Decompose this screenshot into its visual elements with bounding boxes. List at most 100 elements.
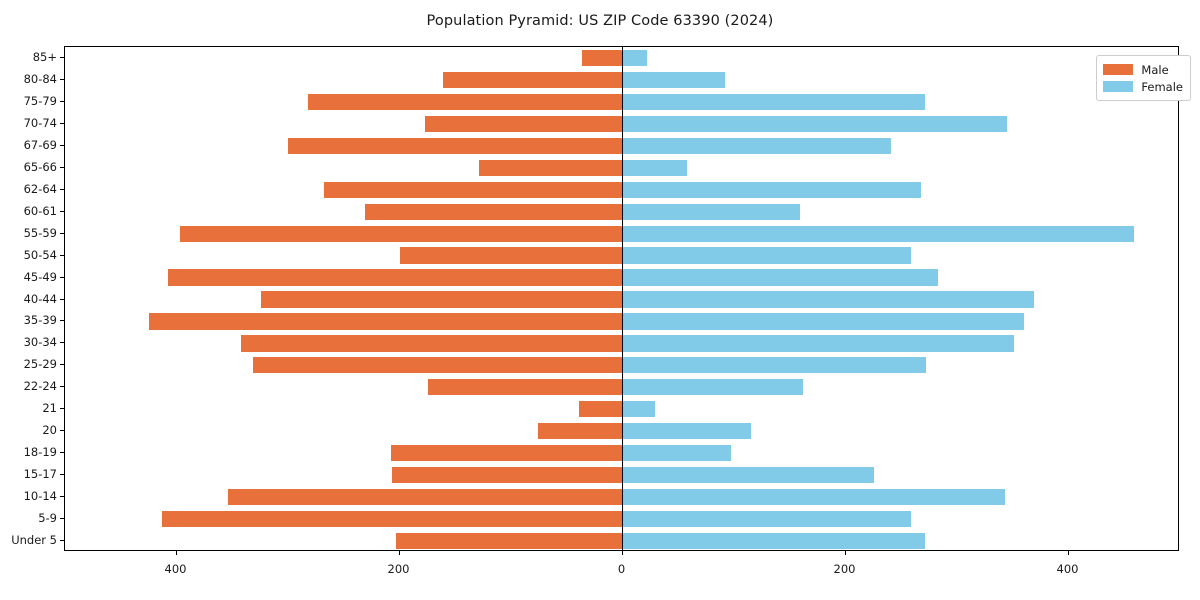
bar-female [622,93,925,110]
y-axis-tick-mark [60,496,64,498]
bar-male [179,225,623,242]
y-axis-tick-mark [60,100,64,102]
y-axis-tick-label: 10-14 [23,489,57,504]
zero-axis-line [621,47,624,550]
y-axis-tick-label: 85+ [32,49,57,64]
bar-female [622,159,688,176]
y-axis-tick-mark [60,342,64,344]
bar-row [65,445,1178,462]
x-axis-tick-mark [398,551,400,555]
y-axis-tick-label: 21 [42,401,57,416]
bar-row [65,269,1178,286]
y-axis-tick-label: 65-66 [23,159,57,174]
y-axis-tick-mark [60,474,64,476]
y-axis-tick-label: 20 [42,423,57,438]
bar-female [622,269,939,286]
y-axis-tick-mark [60,56,64,58]
plot-area [64,46,1179,551]
bar-female [622,137,892,154]
bar-female [622,467,875,484]
y-axis-tick-label: 60-61 [23,203,57,218]
bar-female [622,532,925,550]
y-axis-tick-label: 62-64 [23,181,57,196]
bar-row [65,291,1178,308]
x-axis-tick-label: 200 [387,562,410,576]
bar-male [308,93,623,110]
bar-row [65,137,1178,154]
y-axis-tick-mark [60,364,64,366]
bar-male [442,71,623,89]
bar-male [253,357,623,374]
y-axis-tick-mark [60,188,64,190]
bar-male [579,401,623,418]
bar-row [65,71,1178,89]
bar-row [65,488,1178,506]
bar-row [65,401,1178,418]
y-axis-tick-mark [60,386,64,388]
x-axis-tick-label: 400 [1056,562,1079,576]
legend-swatch-male-icon [1103,64,1134,75]
bar-male [261,291,623,308]
bars-layer [65,47,1178,550]
bar-row [65,335,1178,352]
bar-row [65,357,1178,374]
bar-row [65,181,1178,198]
bar-female [622,247,912,264]
bar-female [622,401,655,418]
bar-row [65,532,1178,550]
bar-male [167,269,623,286]
y-axis-tick-label: 5-9 [38,511,57,526]
bar-male [288,137,623,154]
legend-label: Female [1141,79,1183,94]
legend-label: Male [1141,62,1169,77]
bar-male [399,247,623,264]
x-axis-tick-label: 200 [833,562,856,576]
bar-row [65,93,1178,110]
y-axis-tick-mark [60,210,64,212]
y-axis-tick-mark [60,540,64,542]
bar-female [622,510,912,528]
bar-female [622,335,1014,352]
y-axis-tick-mark [60,408,64,410]
y-axis-tick-label: 15-17 [23,467,57,482]
y-axis-tick-label: 18-19 [23,445,57,460]
y-axis-tick-mark [60,254,64,256]
y-axis-tick-label: 45-49 [23,269,57,284]
y-axis-tick-mark [60,166,64,168]
y-axis-tick-label: 67-69 [23,137,57,152]
y-axis-tick-label: 35-39 [23,313,57,328]
bar-female [622,203,800,220]
y-axis-tick-mark [60,430,64,432]
bar-female [622,357,926,374]
x-axis-tick-mark [621,551,623,555]
bar-male [241,335,623,352]
bar-male [323,181,623,198]
bar-male [391,467,623,484]
y-axis-tick-label: 40-44 [23,291,57,306]
y-axis-tick-label: 55-59 [23,225,57,240]
y-axis-tick-label: 25-29 [23,357,57,372]
bar-female [622,291,1034,308]
bar-female [622,71,726,89]
bar-female [622,313,1024,330]
bar-row [65,510,1178,528]
bar-female [622,445,731,462]
bar-female [622,423,751,440]
bar-row [65,379,1178,396]
x-axis-tick-label: 0 [617,562,626,576]
bar-female [622,115,1008,132]
x-axis-tick-mark [844,551,846,555]
x-axis-tick-mark [175,551,177,555]
y-axis-tick-mark [60,320,64,322]
bar-row [65,49,1178,67]
chart-title: Population Pyramid: US ZIP Code 63390 (2… [426,13,774,29]
y-axis-tick-mark [60,518,64,520]
bar-row [65,159,1178,176]
bar-female [622,379,804,396]
y-axis-tick-label: 70-74 [23,115,57,130]
bar-row [65,203,1178,220]
bar-male [428,379,623,396]
y-axis-tick-mark [60,232,64,234]
bar-row [65,115,1178,132]
legend-item-female: Female [1103,78,1183,95]
